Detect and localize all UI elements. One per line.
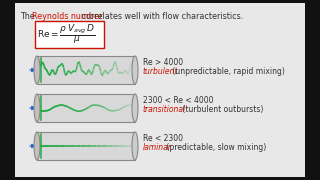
Bar: [37, 132, 135, 160]
FancyBboxPatch shape: [35, 21, 103, 48]
Text: turbulent: turbulent: [143, 67, 179, 76]
Text: 2300 < Re < 4000: 2300 < Re < 4000: [143, 96, 213, 105]
Text: laminar: laminar: [143, 143, 172, 152]
Ellipse shape: [34, 132, 40, 160]
Text: $\mathrm{Re} = \dfrac{\rho\, V_{avg}\, D}{\mu}$: $\mathrm{Re} = \dfrac{\rho\, V_{avg}\, D…: [37, 22, 95, 46]
Text: Re > 4000: Re > 4000: [143, 58, 183, 67]
Bar: [37, 94, 135, 122]
Ellipse shape: [132, 132, 138, 160]
Text: Reynolds number: Reynolds number: [32, 12, 103, 21]
Text: (unpredictable, rapid mixing): (unpredictable, rapid mixing): [171, 67, 285, 76]
Text: transitional: transitional: [143, 105, 186, 114]
Ellipse shape: [132, 94, 138, 122]
Bar: [37, 56, 135, 84]
Ellipse shape: [34, 94, 40, 122]
Text: (predictable, slow mixing): (predictable, slow mixing): [164, 143, 267, 152]
Ellipse shape: [34, 56, 40, 84]
Text: (turbulent outbursts): (turbulent outbursts): [180, 105, 263, 114]
Text: correlates well with flow characteristics.: correlates well with flow characteristic…: [79, 12, 243, 21]
Text: Re < 2300: Re < 2300: [143, 134, 183, 143]
Ellipse shape: [132, 56, 138, 84]
Text: The: The: [20, 12, 37, 21]
